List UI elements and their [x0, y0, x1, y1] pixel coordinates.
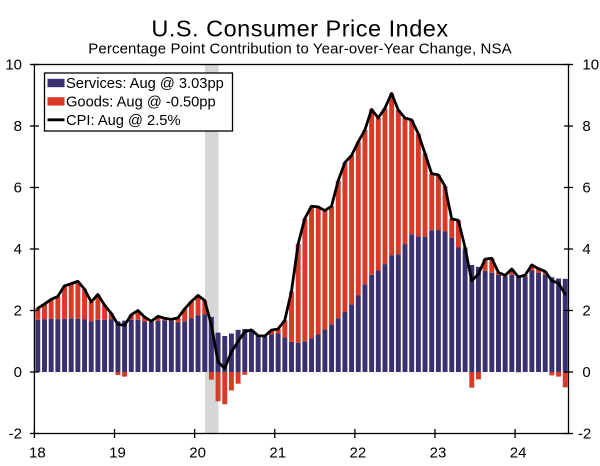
svg-text:0: 0 [14, 364, 22, 381]
svg-text:Percentage Point Contribution: Percentage Point Contribution to Year-ov… [88, 40, 511, 57]
svg-text:10: 10 [5, 57, 22, 74]
svg-text:U.S. Consumer Price Index: U.S. Consumer Price Index [151, 16, 448, 42]
svg-text:Goods: Aug @ -0.50pp: Goods: Aug @ -0.50pp [66, 95, 216, 111]
svg-text:4: 4 [14, 241, 22, 258]
svg-text:6: 6 [14, 180, 22, 197]
svg-text:Services: Aug @ 3.03pp: Services: Aug @ 3.03pp [66, 76, 224, 92]
svg-text:4: 4 [582, 241, 590, 258]
svg-text:18: 18 [29, 445, 46, 462]
svg-text:0: 0 [582, 364, 590, 381]
svg-text:22: 22 [350, 445, 367, 462]
svg-text:8: 8 [582, 118, 590, 135]
svg-text:-2: -2 [9, 426, 22, 443]
svg-text:6: 6 [582, 180, 590, 197]
svg-text:23: 23 [430, 445, 447, 462]
svg-text:24: 24 [510, 445, 527, 462]
svg-text:21: 21 [269, 445, 286, 462]
svg-text:2: 2 [14, 303, 22, 320]
svg-text:-2: -2 [578, 426, 591, 443]
svg-text:8: 8 [14, 118, 22, 135]
svg-text:10: 10 [582, 57, 599, 74]
svg-text:19: 19 [109, 445, 126, 462]
svg-text:20: 20 [189, 445, 206, 462]
svg-text:CPI: Aug @ 2.5%: CPI: Aug @ 2.5% [66, 113, 181, 129]
svg-text:2: 2 [582, 303, 590, 320]
